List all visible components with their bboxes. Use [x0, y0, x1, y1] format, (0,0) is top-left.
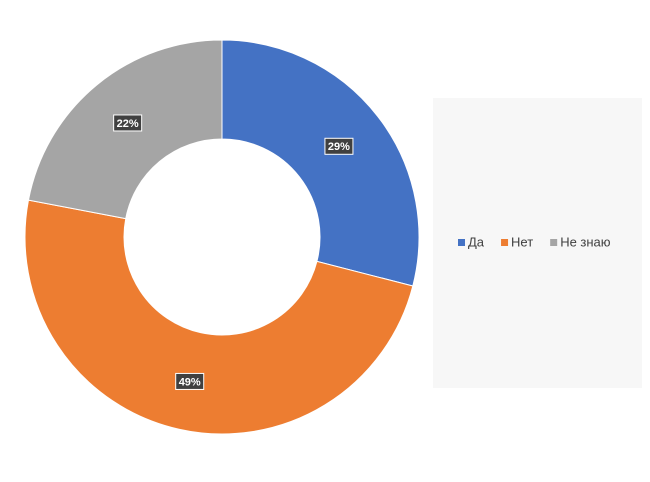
legend-label: Нет — [511, 234, 533, 249]
donut-slice — [24, 199, 414, 435]
data-label: 22% — [117, 118, 139, 130]
data-label: 29% — [328, 141, 350, 153]
label-box — [113, 114, 143, 132]
label-box — [324, 137, 354, 155]
label-box — [175, 372, 205, 390]
donut-slice — [221, 39, 420, 287]
legend-swatch — [550, 239, 558, 246]
legend-label: Да — [468, 234, 485, 249]
data-label: 49% — [179, 376, 201, 388]
legend-label: Не знаю — [560, 234, 611, 249]
legend-swatch — [501, 239, 509, 246]
legend-box — [433, 98, 642, 388]
legend-swatch — [458, 239, 465, 246]
